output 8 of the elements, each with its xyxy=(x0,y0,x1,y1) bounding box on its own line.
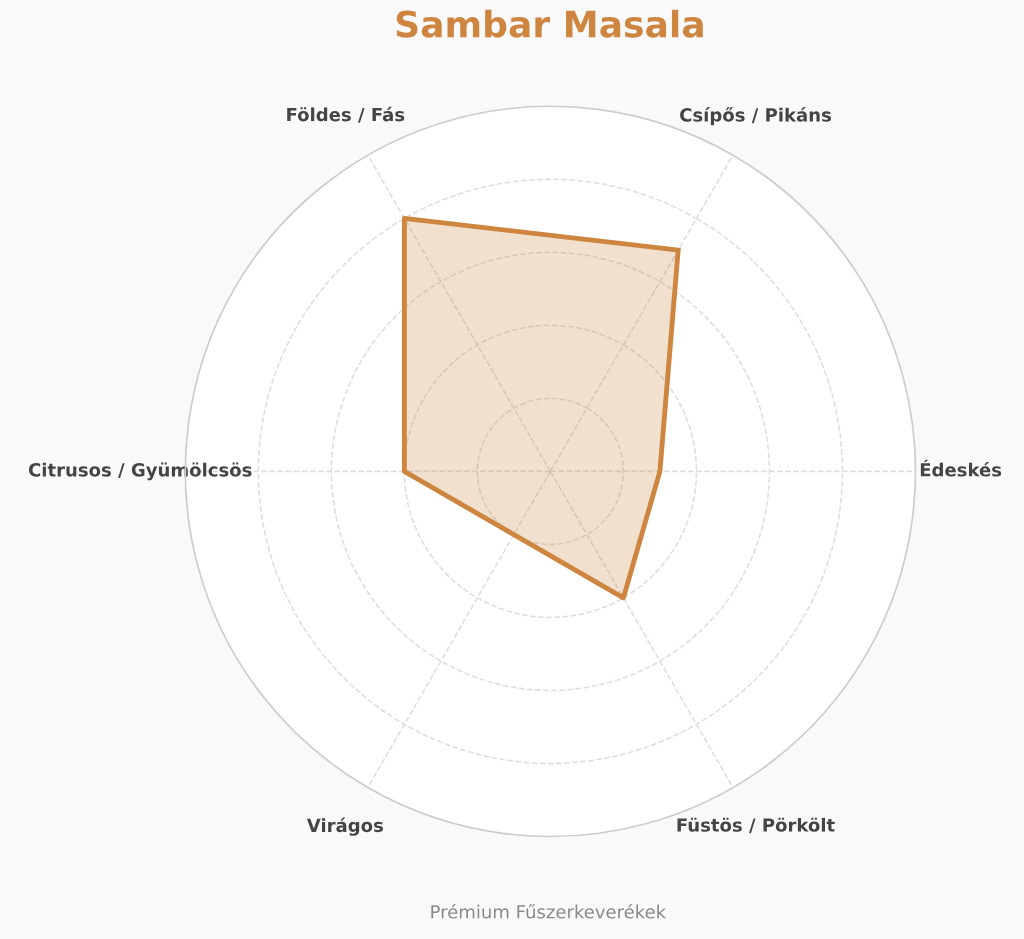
spoke-label: Füstös / Pörkölt xyxy=(677,817,835,834)
spoke-label: Virágos xyxy=(306,817,383,836)
spoke-label: Földes / Fás xyxy=(287,106,405,123)
chart-title: Sambar Masala xyxy=(396,9,703,38)
text: Prémium Fűszerkeverékek xyxy=(431,903,667,919)
spoke-label: Csípős / Pikáns xyxy=(680,107,831,126)
spoke-label: Citrusos / Gyümölcsös xyxy=(28,462,252,481)
spoke-label: Édeskés xyxy=(920,459,1002,477)
